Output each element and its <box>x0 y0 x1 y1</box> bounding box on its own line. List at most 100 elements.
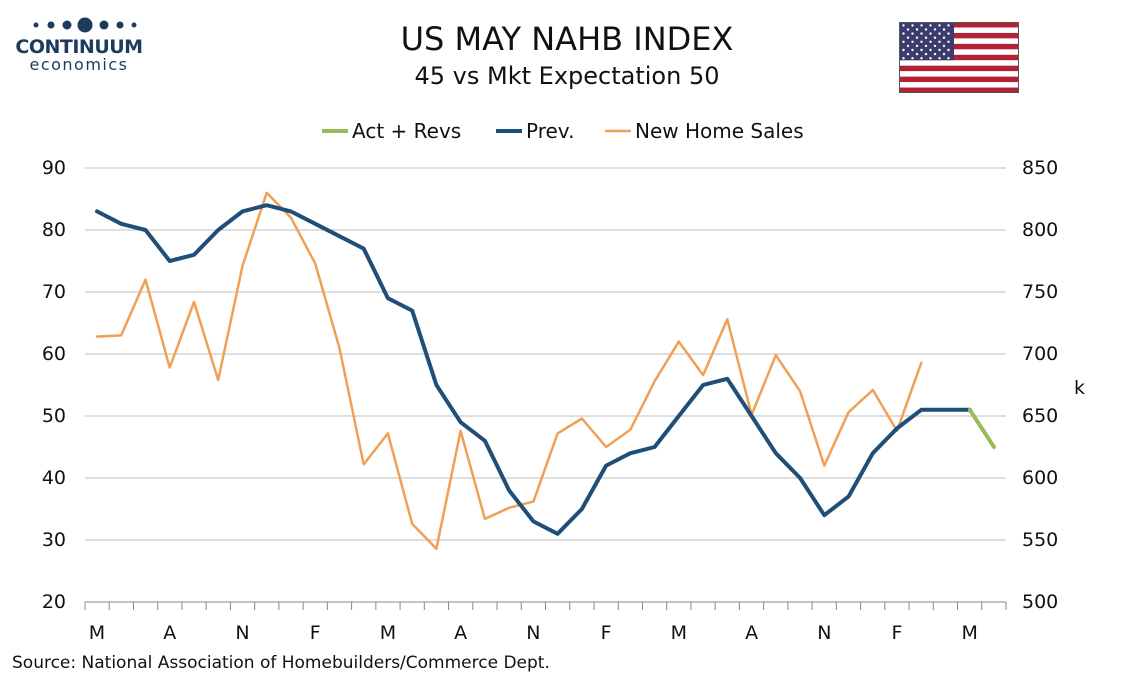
flag-star <box>920 40 923 43</box>
y-left-tick-label: 30 <box>42 529 66 551</box>
logo: CONTINUUM economics <box>14 14 144 76</box>
flag-stripe <box>899 54 1019 61</box>
legend-label: Act + Revs <box>352 119 461 143</box>
flag-stripe <box>899 65 1019 72</box>
y-left-tick-label: 40 <box>42 467 66 489</box>
y-left-tick-label: 50 <box>42 405 66 427</box>
flag-star <box>902 32 905 35</box>
flag-star <box>911 24 914 27</box>
flag-star <box>929 24 932 27</box>
x-tick-label: F <box>310 622 321 644</box>
flag-stripe <box>899 32 1019 39</box>
flag-star <box>920 24 923 27</box>
flag-star <box>938 48 941 52</box>
flag-stripe <box>899 60 1019 66</box>
x-tick-label: M <box>380 622 396 644</box>
y-left-tick-label: 70 <box>42 281 66 303</box>
flag-star <box>942 36 946 39</box>
flag-star <box>947 57 950 60</box>
y-left-tick-label: 20 <box>42 591 66 613</box>
flag-star <box>920 48 923 52</box>
flag-star <box>947 48 950 52</box>
flag-star <box>938 24 941 27</box>
y-right-tick-label: 600 <box>1022 467 1058 489</box>
flag-star <box>902 40 905 43</box>
flag-star <box>947 24 950 27</box>
flag-star <box>942 28 946 31</box>
flag-star <box>911 48 914 52</box>
flag-star <box>915 28 919 31</box>
series-line-new-home-sales <box>95 191 923 550</box>
series-line-prev <box>95 203 972 536</box>
flag-star <box>924 36 928 39</box>
flag-star <box>911 32 914 35</box>
flag-star <box>929 57 932 60</box>
flag-star <box>915 52 919 56</box>
us-flag-icon <box>899 22 1019 93</box>
x-tick-label: N <box>817 622 831 644</box>
flag-star <box>929 32 932 35</box>
flag-star <box>911 40 914 43</box>
source-note: Source: National Association of Homebuil… <box>12 653 550 673</box>
x-tick-label: A <box>163 622 176 644</box>
flag-stripe <box>899 82 1019 88</box>
y-left-tick-label: 60 <box>42 343 66 365</box>
chart-title: US MAY NAHB INDEX <box>400 20 734 58</box>
y-right-tick-label: 500 <box>1022 591 1058 613</box>
y-left-tick-label: 80 <box>42 219 66 241</box>
flag-star <box>933 36 937 39</box>
logo-wordmark: CONTINUUM <box>15 36 143 58</box>
flag-star <box>920 32 923 35</box>
flag-star <box>902 24 905 27</box>
flag-stripe <box>899 76 1019 83</box>
y-right-tick-label: 850 <box>1022 157 1058 179</box>
flag-star <box>915 44 919 48</box>
flag-stripe <box>899 43 1019 50</box>
flag-star <box>929 48 932 52</box>
flag-star <box>911 57 914 60</box>
x-tick-label: A <box>454 622 467 644</box>
x-tick-label: F <box>892 622 903 644</box>
logo-dots-icon <box>33 17 137 33</box>
x-tick-label: M <box>962 622 978 644</box>
flag-star <box>929 40 932 43</box>
y-right-tick-label: 650 <box>1022 405 1058 427</box>
chart-subtitle: 45 vs Mkt Expectation 50 <box>414 62 720 90</box>
legend-label: Prev. <box>526 119 574 143</box>
flag-stripe <box>899 87 1019 93</box>
flag-star <box>920 57 923 60</box>
y-right-tick-label: 750 <box>1022 281 1058 303</box>
flag-star <box>924 52 928 56</box>
flag-star <box>906 52 910 56</box>
flag-star <box>938 32 941 35</box>
flag-star <box>924 28 928 31</box>
x-tick-label: F <box>601 622 612 644</box>
x-tick-label: N <box>526 622 540 644</box>
flag-star <box>906 44 910 48</box>
flag-stripe <box>899 38 1019 45</box>
flag-star <box>933 44 937 48</box>
flag-stripe <box>899 71 1019 77</box>
logo-subword: economics <box>29 55 129 74</box>
x-tick-label: A <box>745 622 758 644</box>
flag-star <box>902 48 905 52</box>
flag-star <box>933 52 937 56</box>
flag-star <box>947 32 950 35</box>
flag-star <box>915 36 919 39</box>
flag-star <box>942 52 946 56</box>
y-right-tick-label: 700 <box>1022 343 1058 365</box>
flag-star <box>942 44 946 48</box>
flag-star <box>938 40 941 43</box>
y-right-tick-label: 800 <box>1022 219 1058 241</box>
flag-border <box>899 22 1019 93</box>
flag-star <box>902 57 905 60</box>
x-tick-label: M <box>671 622 687 644</box>
y-right-tick-label: 550 <box>1022 529 1058 551</box>
flag-star <box>906 28 910 31</box>
x-tick-label: M <box>89 622 105 644</box>
series-line-act-revs <box>967 407 996 449</box>
flag-stripe <box>899 49 1019 55</box>
flag-stripe <box>899 27 1019 34</box>
flag-stripe <box>899 22 1019 28</box>
